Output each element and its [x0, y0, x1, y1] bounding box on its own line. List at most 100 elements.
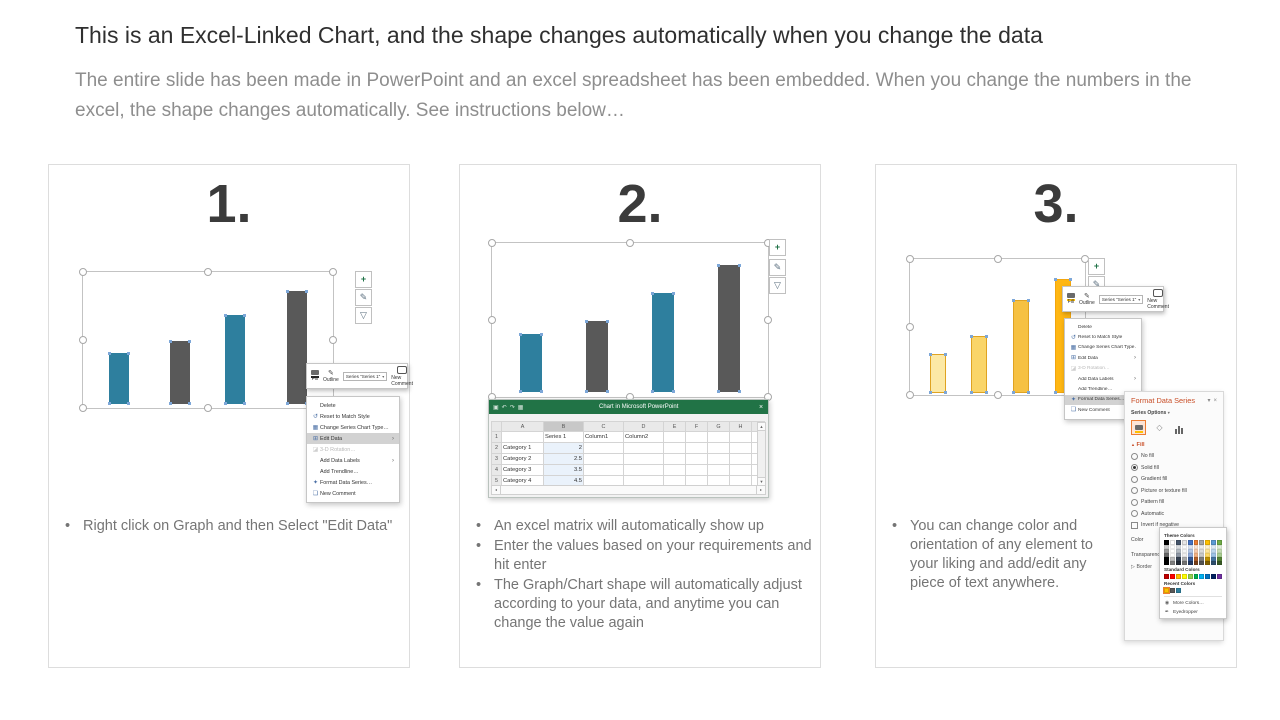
color-swatch[interactable] — [1205, 545, 1211, 549]
selection-handle[interactable] — [906, 323, 914, 331]
chart-elements-plus-button[interactable]: + — [355, 271, 372, 288]
menu-item-add-data-labels[interactable]: Add Data Labels › — [320, 457, 394, 464]
fill-option-solid-fill[interactable]: Solid fill — [1131, 464, 1217, 471]
color-swatch[interactable] — [1181, 553, 1187, 557]
color-swatch[interactable] — [1193, 561, 1199, 565]
row-header-4[interactable]: 4 — [491, 464, 502, 476]
selection-handle[interactable] — [79, 404, 87, 412]
grid-icon[interactable]: ▦ — [517, 404, 524, 411]
color-swatch[interactable] — [1217, 540, 1223, 545]
cell[interactable] — [707, 453, 730, 465]
selection-handle[interactable] — [764, 316, 772, 324]
cell[interactable] — [685, 431, 708, 443]
fill-option-gradient-fill[interactable]: Gradient fill — [1131, 475, 1217, 483]
row-header-3[interactable]: 3 — [491, 453, 502, 465]
color-swatch[interactable] — [1199, 540, 1205, 545]
chart-filters-button[interactable]: ▽ — [355, 307, 372, 324]
chart-bar[interactable] — [585, 320, 609, 393]
series-selector[interactable]: Series "Series 1" ▾ — [1098, 294, 1144, 304]
menu-item-change-series-chart-type[interactable]: ▦ Change Series Chart Type… — [312, 424, 389, 431]
fill-section-header[interactable]: ▲ Fill — [1131, 442, 1145, 448]
chart-styles-button[interactable]: ✎ — [769, 259, 786, 276]
cell-a1[interactable] — [501, 431, 544, 443]
chart-bar[interactable] — [651, 292, 675, 393]
chart-object-frame[interactable] — [79, 268, 337, 412]
color-swatch[interactable] — [1181, 549, 1187, 553]
color-swatch[interactable] — [1164, 553, 1169, 557]
chart-object-frame[interactable] — [906, 255, 1089, 399]
color-swatch[interactable] — [1211, 557, 1217, 561]
menu-item-delete[interactable]: Delete — [1078, 324, 1092, 330]
color-swatch[interactable] — [1164, 557, 1169, 561]
undo-icon[interactable]: ↶ — [501, 404, 507, 411]
color-swatch[interactable] — [1187, 557, 1193, 561]
color-swatch[interactable] — [1170, 588, 1175, 593]
color-swatch[interactable] — [1176, 588, 1181, 593]
cell-a2[interactable]: Category 1 — [501, 442, 544, 454]
color-swatch[interactable] — [1205, 561, 1211, 565]
selection-handle[interactable] — [993, 255, 1002, 263]
color-swatch[interactable] — [1187, 540, 1193, 545]
color-swatch[interactable] — [1187, 553, 1193, 557]
color-swatch[interactable] — [1169, 561, 1175, 565]
select-all-corner[interactable] — [491, 421, 502, 432]
menu-item-change-series-chart-type[interactable]: ▦ Change Series Chart Type… — [1070, 344, 1136, 351]
fill-option-automatic[interactable]: Automatic — [1131, 510, 1217, 517]
color-swatch[interactable] — [1164, 540, 1169, 545]
series-selector[interactable]: Series "Series 1" ▾ — [342, 371, 388, 381]
more-colors-item[interactable]: ◉ More Colors… — [1164, 600, 1204, 606]
color-swatch[interactable] — [1199, 561, 1205, 565]
menu-item-format-data-series[interactable]: ✦ Format Data Series… — [1065, 394, 1141, 406]
color-swatch[interactable] — [1169, 553, 1175, 557]
color-swatch[interactable] — [1199, 553, 1205, 557]
invert-if-negative-checkbox[interactable]: Invert if negative — [1131, 521, 1217, 529]
bar-chart[interactable] — [83, 272, 333, 408]
chart-bar[interactable] — [169, 340, 191, 405]
color-swatch[interactable] — [1181, 574, 1187, 579]
cell-b2[interactable]: 2 — [543, 442, 584, 454]
menu-item-new-comment[interactable]: ❏ New Comment — [1070, 407, 1110, 414]
color-swatch[interactable] — [1193, 557, 1199, 561]
color-swatch[interactable] — [1217, 574, 1223, 579]
color-swatch[interactable] — [1175, 553, 1181, 557]
selection-handle[interactable] — [993, 391, 1002, 399]
tab-fill-and-line[interactable] — [1131, 420, 1146, 435]
selection-handle[interactable] — [329, 336, 337, 344]
cell[interactable] — [623, 442, 664, 454]
cell-b1[interactable]: Series 1 — [543, 431, 584, 443]
vertical-scrollbar[interactable]: ▲ ▼ — [757, 422, 766, 486]
new-comment-button[interactable]: New Comment — [1147, 288, 1169, 310]
cell[interactable] — [729, 442, 752, 454]
chart-styles-button[interactable]: ✎ — [355, 289, 372, 306]
series-options-header[interactable]: Series Options ▾ — [1131, 410, 1170, 416]
color-swatch[interactable] — [1169, 557, 1175, 561]
cell-a4[interactable]: Category 3 — [501, 464, 544, 476]
color-swatch[interactable] — [1193, 574, 1199, 579]
color-swatch[interactable] — [1217, 553, 1223, 557]
color-swatch[interactable] — [1217, 549, 1223, 553]
cell[interactable] — [583, 464, 624, 476]
color-swatch[interactable] — [1199, 549, 1205, 553]
cell[interactable] — [729, 453, 752, 465]
color-swatch[interactable] — [1164, 574, 1169, 579]
menu-item-add-trendline[interactable]: Add Trendline… — [320, 468, 359, 475]
color-swatch[interactable] — [1205, 549, 1211, 553]
scroll-left-icon[interactable]: ◂ — [492, 486, 501, 494]
color-swatch[interactable] — [1175, 557, 1181, 561]
color-swatch[interactable] — [1164, 545, 1169, 549]
selection-handle[interactable] — [329, 268, 337, 276]
column-header-a[interactable]: A — [501, 421, 544, 432]
column-header-c[interactable]: C — [583, 421, 624, 432]
menu-item-edit-data[interactable]: ⊞ Edit Data › — [307, 433, 399, 444]
color-swatch[interactable] — [1205, 574, 1211, 579]
color-swatch[interactable] — [1163, 587, 1170, 594]
scroll-down-icon[interactable]: ▼ — [758, 477, 765, 485]
color-swatch[interactable] — [1217, 545, 1223, 549]
color-swatch[interactable] — [1211, 545, 1217, 549]
redo-icon[interactable]: ↷ — [509, 404, 515, 411]
color-swatch[interactable] — [1175, 545, 1181, 549]
cell[interactable] — [623, 453, 664, 465]
scroll-up-icon[interactable]: ▲ — [758, 423, 765, 431]
color-swatch[interactable] — [1199, 557, 1205, 561]
cell-d1[interactable]: Column2 — [623, 431, 664, 443]
